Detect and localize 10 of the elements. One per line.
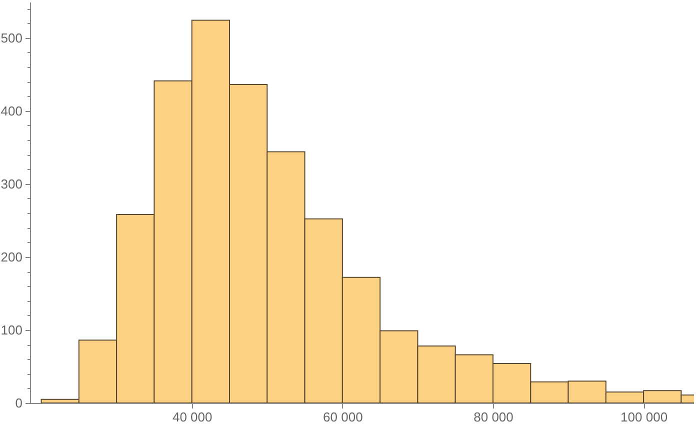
x-tick-label: 40 000: [172, 410, 212, 424]
y-tick-label: 400: [0, 103, 22, 118]
x-tick-label: 100 000: [620, 410, 668, 424]
y-tick-label: 100: [0, 322, 22, 338]
y-tick-label: 500: [0, 30, 22, 46]
y-tick-label: 300: [0, 176, 22, 192]
y-tick-label: 200: [0, 249, 22, 264]
x-tick-label: 60 000: [323, 410, 363, 424]
y-tick-label: 0: [15, 396, 22, 410]
x-tick-label: 80 000: [474, 410, 514, 424]
